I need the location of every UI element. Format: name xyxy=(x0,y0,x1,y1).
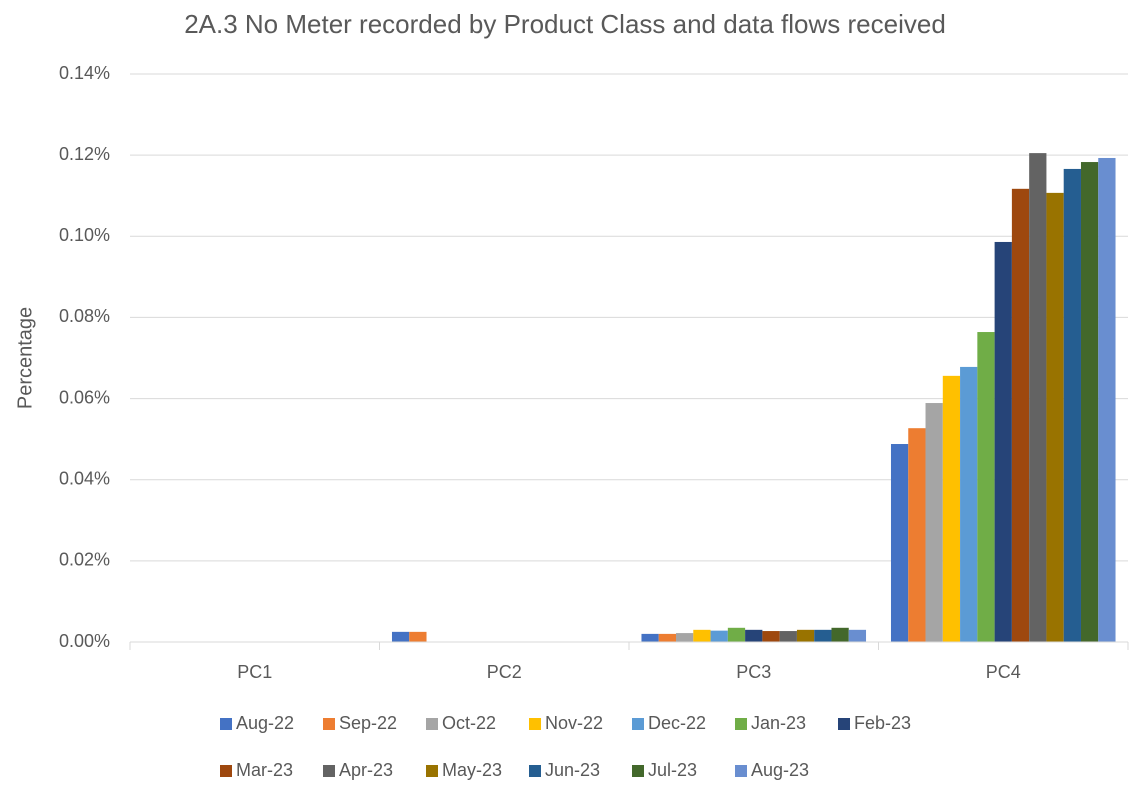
legend-swatch xyxy=(735,718,747,730)
bar xyxy=(1080,162,1099,643)
x-tick-label: PC2 xyxy=(487,662,522,682)
x-tick-label: PC1 xyxy=(237,662,272,682)
x-tick-label: PC3 xyxy=(736,662,771,682)
chart-title: 2A.3 No Meter recorded by Product Class … xyxy=(184,9,946,39)
legend-label: May-23 xyxy=(442,760,502,780)
legend-label: Aug-22 xyxy=(236,713,294,733)
bar xyxy=(409,631,427,642)
legend-swatch xyxy=(220,718,232,730)
legend-swatch xyxy=(632,718,644,730)
legend-swatch xyxy=(323,765,335,777)
bar xyxy=(658,633,677,642)
bar xyxy=(1011,188,1030,642)
bar xyxy=(1063,168,1081,643)
legend-swatch xyxy=(426,765,438,777)
bar xyxy=(1029,153,1047,642)
legend-label: Feb-23 xyxy=(854,713,911,733)
legend-label: Jul-23 xyxy=(648,760,697,780)
bar xyxy=(676,633,694,642)
bar xyxy=(890,444,909,642)
legend-label: Jun-23 xyxy=(545,760,600,780)
bar xyxy=(960,366,978,642)
y-tick-label: 0.12% xyxy=(59,144,110,164)
bar xyxy=(391,631,410,642)
bar xyxy=(925,403,943,642)
legend-label: Oct-22 xyxy=(442,713,496,733)
legend-label: Sep-22 xyxy=(339,713,397,733)
bar xyxy=(710,630,728,642)
bar xyxy=(848,629,867,642)
bar xyxy=(908,428,926,642)
legend-swatch xyxy=(529,765,541,777)
legend-swatch xyxy=(529,718,541,730)
bar xyxy=(1098,157,1116,643)
bar xyxy=(796,629,815,642)
bar xyxy=(994,241,1012,643)
bar xyxy=(977,332,995,642)
y-tick-label: 0.14% xyxy=(59,63,110,83)
bar xyxy=(814,629,832,642)
y-tick-label: 0.00% xyxy=(59,631,110,651)
legend-swatch xyxy=(426,718,438,730)
legend-label: Aug-23 xyxy=(751,760,809,780)
legend-label: Apr-23 xyxy=(339,760,393,780)
bar xyxy=(1046,192,1064,643)
y-tick-label: 0.08% xyxy=(59,306,110,326)
bar xyxy=(641,633,659,642)
legend-swatch xyxy=(838,718,850,730)
x-tick-label: PC4 xyxy=(986,662,1021,682)
legend-swatch xyxy=(220,765,232,777)
legend-swatch xyxy=(735,765,747,777)
legend-label: Nov-22 xyxy=(545,713,603,733)
bar xyxy=(693,629,711,642)
bar xyxy=(779,631,797,642)
bar xyxy=(745,629,763,642)
y-tick-label: 0.04% xyxy=(59,468,110,488)
y-tick-label: 0.10% xyxy=(59,225,110,245)
legend-label: Dec-22 xyxy=(648,713,706,733)
y-tick-label: 0.02% xyxy=(59,550,110,570)
y-tick-label: 0.06% xyxy=(59,387,110,407)
y-axis-label: Percentage xyxy=(14,307,36,409)
legend-swatch xyxy=(323,718,335,730)
bar xyxy=(762,631,780,642)
legend-swatch xyxy=(632,765,644,777)
bar xyxy=(727,627,746,642)
legend-label: Jan-23 xyxy=(751,713,806,733)
legend-label: Mar-23 xyxy=(236,760,293,780)
bar xyxy=(942,375,961,642)
bar xyxy=(831,627,849,642)
